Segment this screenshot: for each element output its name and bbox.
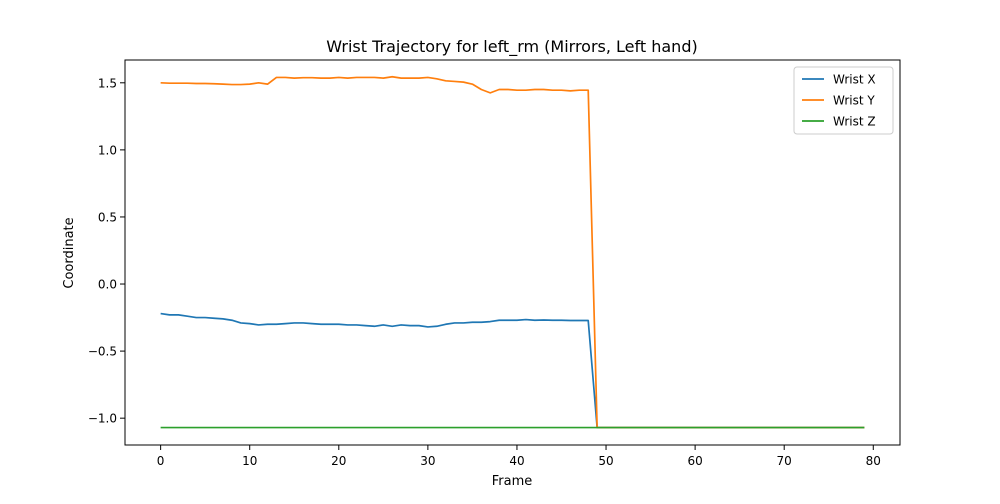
x-tick-label: 40: [509, 454, 524, 468]
legend-label-wrist-y: Wrist Y: [833, 94, 875, 108]
x-tick-label: 80: [866, 454, 881, 468]
y-axis-label: Coordinate: [62, 217, 77, 288]
legend-label-wrist-z: Wrist Z: [833, 115, 876, 129]
y-tick-label: 0.0: [98, 278, 117, 292]
legend-label-wrist-x: Wrist X: [833, 73, 876, 87]
x-tick-label: 50: [598, 454, 613, 468]
series-line-wrist-x: [160, 312, 865, 429]
series-layer: [160, 75, 865, 429]
chart-title: Wrist Trajectory for left_rm (Mirrors, L…: [326, 37, 697, 57]
legend: Wrist X Wrist Y Wrist Z: [793, 66, 894, 135]
y-tick-label: 1.0: [98, 143, 117, 157]
x-tick-label: 0: [157, 454, 165, 468]
x-tick-label: 70: [777, 454, 792, 468]
y-tick-label: −1.0: [88, 412, 117, 426]
legend-box: [793, 66, 894, 135]
y-tick-label: 0.5: [98, 210, 117, 224]
plot-area-frame: [124, 59, 901, 446]
x-axis-label: Frame: [492, 474, 533, 489]
x-tick-label: 30: [420, 454, 435, 468]
x-tick-label: 20: [331, 454, 346, 468]
y-tick-label: 1.5: [98, 76, 117, 90]
x-tick-label: 10: [242, 454, 257, 468]
x-tick-label: 60: [687, 454, 702, 468]
x-axis: 0 10 20 30 40 50 60 70 80: [157, 445, 881, 468]
y-tick-label: −0.5: [88, 345, 117, 359]
y-axis: −1.0 −0.5 0.0 0.5 1.0 1.5: [88, 76, 125, 426]
series-line-wrist-y: [160, 75, 865, 429]
